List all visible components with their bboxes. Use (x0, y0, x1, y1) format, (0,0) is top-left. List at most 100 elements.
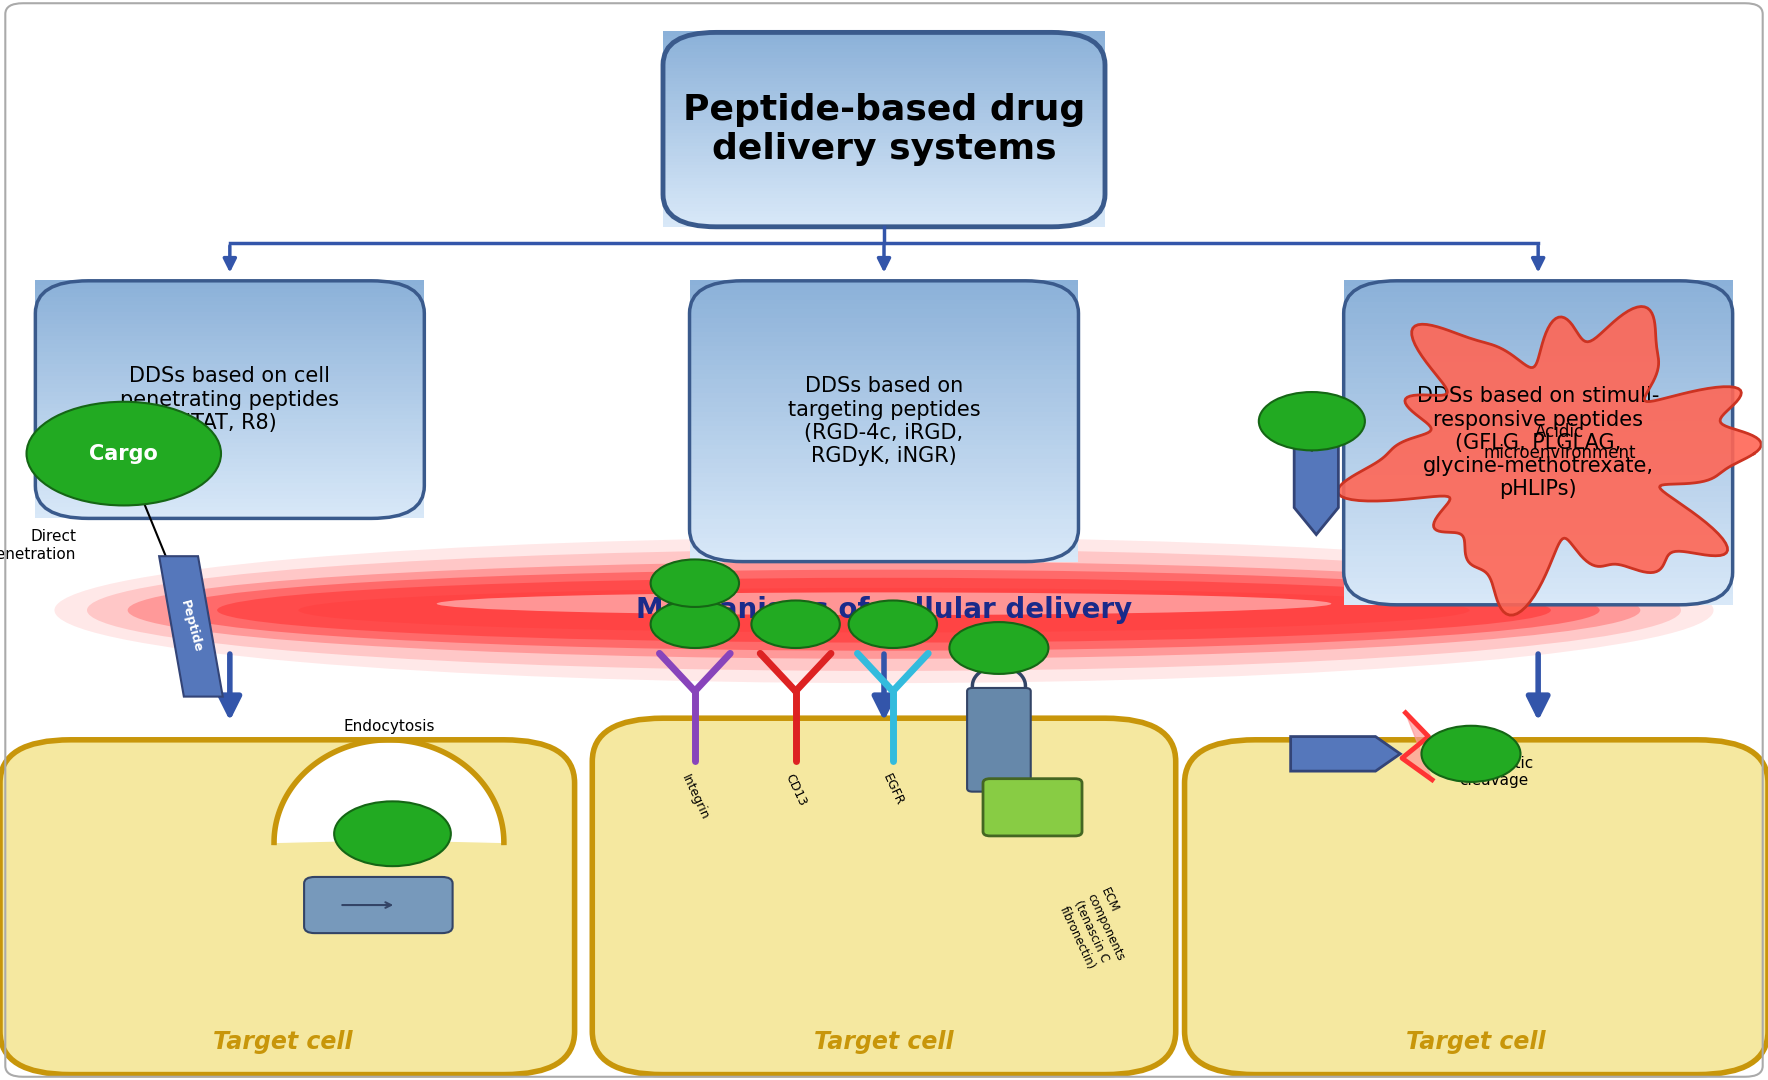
Bar (1344, 528, 1733, 535)
Bar (663, 154, 1105, 159)
Polygon shape (1294, 421, 1338, 535)
Bar (35, 339, 424, 345)
Bar (663, 174, 1105, 178)
Text: Peptide: Peptide (179, 598, 203, 654)
Bar (663, 44, 1105, 49)
Bar (1344, 463, 1733, 470)
Bar (1344, 539, 1733, 545)
Bar (690, 420, 1078, 426)
Bar (663, 177, 1105, 181)
Bar (35, 415, 424, 419)
Bar (663, 219, 1105, 224)
Bar (1344, 409, 1733, 416)
Bar (1344, 431, 1733, 437)
Ellipse shape (127, 562, 1641, 659)
Bar (1344, 366, 1733, 373)
Bar (1344, 296, 1733, 302)
Bar (663, 51, 1105, 55)
Bar (35, 454, 424, 459)
Ellipse shape (27, 402, 221, 505)
Bar (35, 494, 424, 499)
Bar (1344, 377, 1733, 383)
Bar (663, 83, 1105, 87)
Bar (35, 351, 424, 356)
Bar (663, 80, 1105, 84)
Bar (663, 167, 1105, 172)
Bar (690, 514, 1078, 519)
Bar (1344, 355, 1733, 362)
Bar (1344, 480, 1733, 486)
Bar (690, 364, 1078, 369)
Bar (663, 222, 1105, 227)
Bar (663, 31, 1105, 36)
Bar (663, 109, 1105, 113)
Bar (1344, 458, 1733, 464)
Bar (690, 509, 1078, 515)
Bar (690, 318, 1078, 323)
Bar (663, 151, 1105, 156)
Bar (690, 537, 1078, 543)
Ellipse shape (299, 588, 1469, 633)
Bar (690, 462, 1078, 468)
Bar (1344, 534, 1733, 540)
Bar (35, 410, 424, 416)
Bar (35, 399, 424, 404)
Bar (690, 312, 1078, 319)
Bar (690, 486, 1078, 491)
Bar (663, 48, 1105, 52)
Bar (1344, 598, 1733, 605)
Bar (35, 489, 424, 495)
Bar (690, 406, 1078, 411)
Bar (1344, 436, 1733, 443)
Bar (690, 438, 1078, 445)
Bar (663, 93, 1105, 97)
Bar (35, 299, 424, 305)
FancyBboxPatch shape (1185, 740, 1768, 1075)
Text: Mechanisms of cellular delivery: Mechanisms of cellular delivery (636, 596, 1132, 624)
Bar (663, 132, 1105, 136)
Bar (1344, 593, 1733, 599)
Bar (690, 374, 1078, 379)
Ellipse shape (55, 537, 1713, 684)
Bar (1344, 561, 1733, 567)
Bar (35, 470, 424, 475)
Bar (1344, 544, 1733, 551)
Bar (1344, 420, 1733, 427)
Bar (690, 298, 1078, 305)
Bar (1344, 393, 1733, 400)
Bar (35, 287, 424, 293)
Bar (35, 505, 424, 511)
Text: Endocytosis: Endocytosis (343, 719, 435, 734)
Bar (690, 396, 1078, 403)
Text: Peptide-based drug
delivery systems: Peptide-based drug delivery systems (682, 93, 1086, 166)
Bar (1344, 361, 1733, 367)
Bar (1344, 307, 1733, 313)
Bar (35, 332, 424, 336)
Ellipse shape (217, 578, 1551, 643)
Bar (35, 303, 424, 309)
Bar (35, 422, 424, 428)
Bar (690, 360, 1078, 365)
Bar (690, 424, 1078, 431)
Text: Target cell: Target cell (214, 1030, 352, 1054)
Bar (663, 90, 1105, 94)
Bar (690, 444, 1078, 449)
Bar (35, 391, 424, 395)
Bar (1344, 312, 1733, 319)
Bar (1344, 501, 1733, 508)
Bar (690, 336, 1078, 341)
Bar (1344, 507, 1733, 513)
Bar (690, 504, 1078, 510)
Bar (1344, 588, 1733, 594)
Ellipse shape (1259, 392, 1365, 450)
Bar (1344, 280, 1733, 286)
Bar (690, 495, 1078, 501)
Text: Enzymatic
cleavage: Enzymatic cleavage (1455, 756, 1533, 788)
Bar (690, 467, 1078, 473)
FancyBboxPatch shape (983, 779, 1082, 836)
Bar (1344, 490, 1733, 497)
Bar (35, 382, 424, 388)
Bar (35, 335, 424, 340)
Bar (663, 35, 1105, 39)
Bar (35, 406, 424, 411)
